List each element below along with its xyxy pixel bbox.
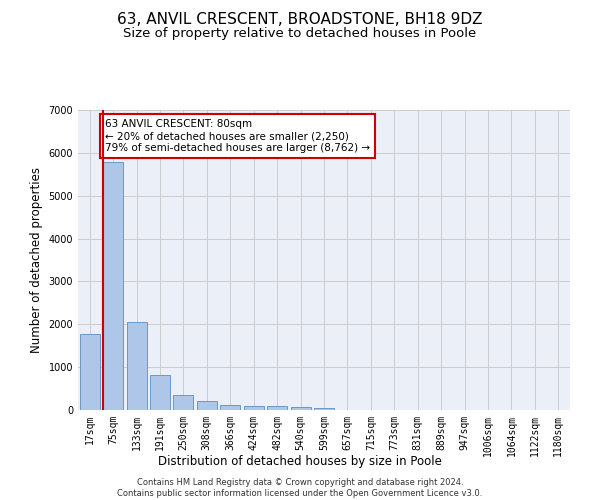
Bar [127,322,146,410]
Bar [290,407,311,410]
Text: Contains HM Land Registry data © Crown copyright and database right 2024.
Contai: Contains HM Land Registry data © Crown c… [118,478,482,498]
Text: Distribution of detached houses by size in Poole: Distribution of detached houses by size … [158,455,442,468]
Bar [197,401,217,410]
Bar [103,162,123,410]
Y-axis label: Number of detached properties: Number of detached properties [30,167,43,353]
Text: Size of property relative to detached houses in Poole: Size of property relative to detached ho… [124,28,476,40]
Bar [173,394,193,410]
Text: 63 ANVIL CRESCENT: 80sqm
← 20% of detached houses are smaller (2,250)
79% of sem: 63 ANVIL CRESCENT: 80sqm ← 20% of detach… [105,120,370,152]
Bar [244,406,263,410]
Bar [80,334,100,410]
Bar [314,408,334,410]
Bar [267,406,287,410]
Bar [150,375,170,410]
Text: 63, ANVIL CRESCENT, BROADSTONE, BH18 9DZ: 63, ANVIL CRESCENT, BROADSTONE, BH18 9DZ [117,12,483,28]
Bar [220,405,240,410]
